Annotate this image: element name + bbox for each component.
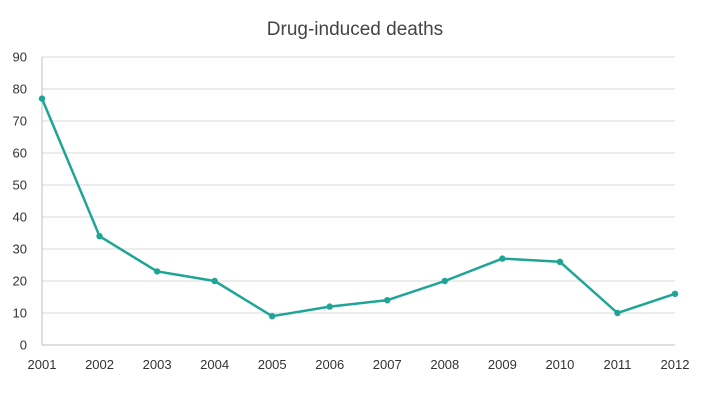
y-axis: 0 10 20 30 40 50 60 70 80 90 (13, 50, 27, 353)
x-axis: 2001 2002 2003 2004 2005 2006 2007 2008 2009 2010… (28, 357, 690, 372)
x-tick-label: 2010 (545, 357, 574, 372)
y-tick-label: 0 (20, 338, 27, 353)
data-point-2003 (153, 268, 161, 275)
y-tick-label: 30 (13, 242, 27, 257)
data-point-2010 (556, 258, 564, 265)
data-point-2005 (268, 313, 276, 320)
data-point-2009 (499, 255, 506, 262)
x-tick-label: 2007 (373, 357, 402, 372)
series-line (40, 97, 677, 318)
y-tick-label: 40 (13, 210, 27, 225)
x-tick-label: 2011 (603, 357, 631, 372)
x-tick-label: 2012 (661, 357, 690, 372)
x-tick-label: 2006 (315, 357, 344, 372)
data-point-2012 (671, 290, 679, 297)
y-tick-label: 70 (13, 114, 27, 129)
y-tick-label: 80 (13, 82, 27, 97)
chart-title: Drug-induced deaths (267, 19, 443, 40)
data-point-2004 (211, 277, 218, 285)
data-point-2006 (326, 303, 333, 310)
y-tick-label: 60 (13, 146, 27, 161)
y-tick-label: 20 (13, 274, 27, 289)
gridlines (41, 56, 675, 346)
x-tick-label: 2001 (28, 357, 57, 372)
x-tick-label: 2005 (258, 357, 287, 372)
y-tick-label: 90 (13, 50, 27, 65)
data-point-2008 (441, 277, 449, 285)
data-point-2001 (38, 95, 46, 102)
y-tick-label: 10 (13, 306, 27, 321)
x-tick-label: 2009 (488, 357, 517, 372)
series (38, 95, 679, 320)
x-tick-label: 2008 (430, 357, 459, 372)
data-point-2011 (614, 309, 621, 317)
x-tick-label: 2003 (143, 357, 172, 372)
data-point-2007 (384, 297, 391, 304)
y-tick-label: 50 (13, 178, 27, 193)
x-tick-label: 2004 (200, 357, 229, 372)
x-tick-label: 2002 (85, 357, 114, 372)
data-point-2002 (96, 233, 103, 240)
